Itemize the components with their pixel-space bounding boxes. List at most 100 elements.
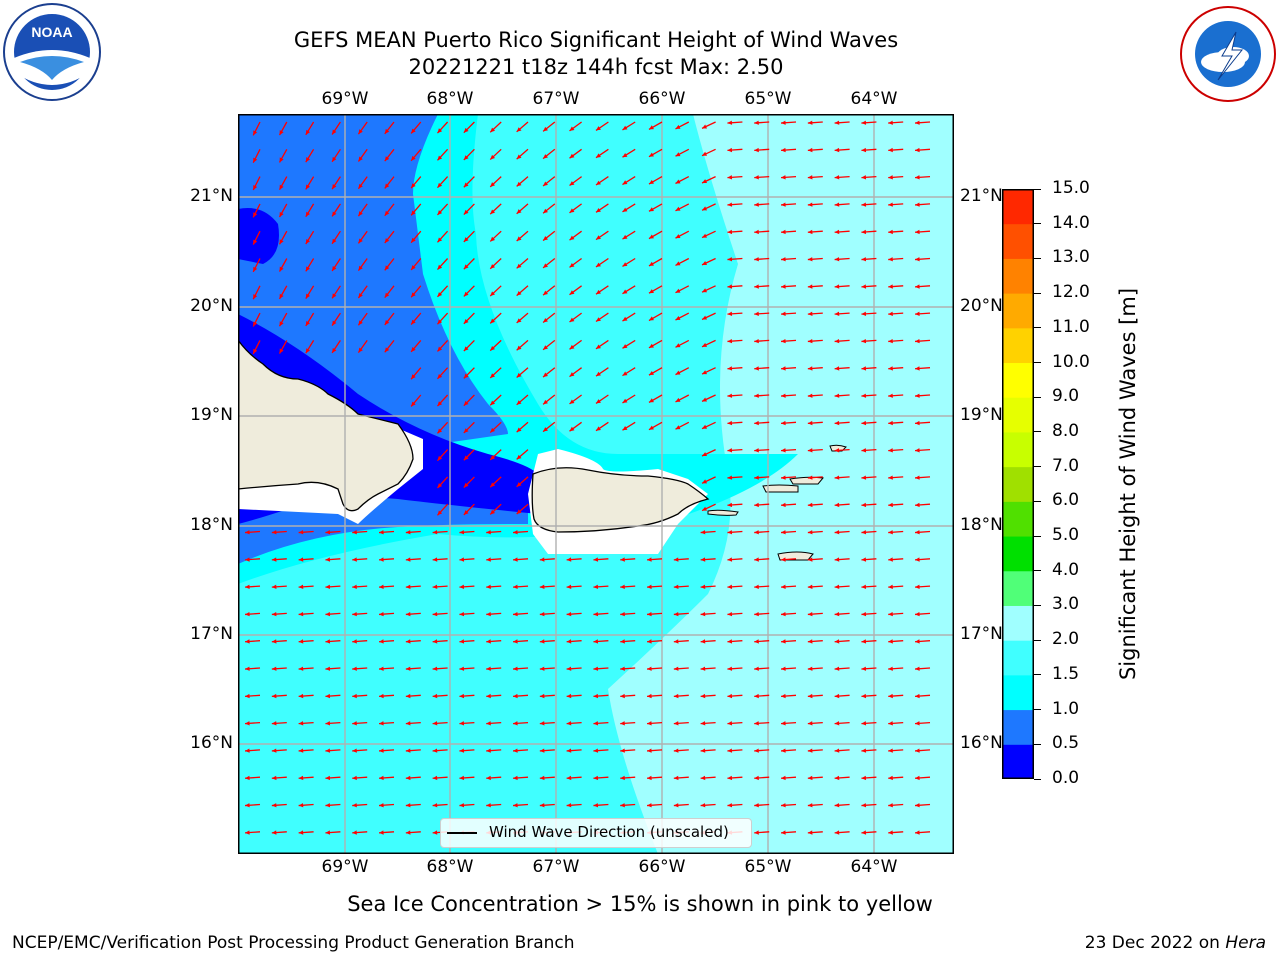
wave-direction-arrowhead xyxy=(245,775,250,781)
colorbar-segment xyxy=(1002,223,1034,259)
wave-direction-arrowhead xyxy=(861,666,867,671)
wave-direction-arrowhead xyxy=(702,288,708,293)
wave-direction-arrowhead xyxy=(861,639,867,644)
wave-direction-arrowhead xyxy=(405,611,411,617)
wave-direction-arrowhead xyxy=(411,347,416,352)
wave-direction-arrowhead xyxy=(834,502,840,508)
wave-direction-arrowhead xyxy=(271,721,277,726)
wave-direction-arrowhead xyxy=(463,237,469,242)
colorbar-tick-mark xyxy=(1034,257,1041,259)
wave-direction-arrowhead xyxy=(781,803,786,808)
wave-direction-arrowhead xyxy=(702,179,708,184)
wave-direction-arrowhead xyxy=(569,235,575,241)
wave-direction-arrowhead xyxy=(702,124,708,129)
lat-label-right: 19°N xyxy=(960,405,1003,425)
wave-direction-arrowhead xyxy=(411,183,416,189)
wave-direction-arrowhead xyxy=(781,448,786,453)
noaa-text: NOAA xyxy=(31,24,72,40)
wave-direction-arrowhead xyxy=(490,127,496,133)
wave-direction-arrowhead xyxy=(325,803,331,808)
wave-direction-arrowhead xyxy=(490,400,496,406)
wave-direction-arrowhead xyxy=(781,530,786,535)
wave-direction-arrowhead xyxy=(566,666,572,671)
wave-direction-arrowhead xyxy=(754,284,759,289)
wave-direction-arrowhead xyxy=(379,748,384,753)
colorbar-tick-label: 9.0 xyxy=(1052,386,1080,407)
wave-direction-arrowhead xyxy=(593,748,599,753)
wave-direction-arrowhead xyxy=(702,424,708,429)
wave-direction-arrowhead xyxy=(648,371,654,376)
colorbar-tick-mark xyxy=(1034,570,1041,572)
wave-direction-arrowhead xyxy=(754,748,759,753)
chart-title: GEFS MEAN Puerto Rico Significant Height… xyxy=(293,28,899,52)
wave-direction-arrowhead xyxy=(253,130,258,136)
wave-direction-arrowhead xyxy=(298,530,304,535)
wave-direction-arrowhead xyxy=(539,775,545,781)
wave-direction-arrowhead xyxy=(516,236,522,242)
wave-direction-arrowhead xyxy=(834,530,840,535)
wave-direction-arrowhead xyxy=(648,398,654,403)
wave-direction-arrowhead xyxy=(622,398,628,403)
wave-direction-arrowhead xyxy=(915,611,920,617)
wave-direction-arrowhead xyxy=(490,154,496,160)
wave-direction-arrowhead xyxy=(298,693,304,699)
wave-direction-arrowhead xyxy=(700,530,706,535)
wave-direction-arrowhead xyxy=(727,284,733,289)
wave-direction-arrowhead xyxy=(352,557,357,562)
wave-direction-arrowhead xyxy=(539,721,545,726)
wave-direction-arrowhead xyxy=(245,530,250,535)
wave-direction-arrowhead xyxy=(411,155,416,161)
wave-direction-arrowhead xyxy=(543,345,548,350)
wave-direction-arrowhead xyxy=(861,611,867,617)
wave-direction-arrowhead xyxy=(915,338,920,344)
wave-direction-arrowhead xyxy=(595,426,601,431)
wave-direction-arrowhead xyxy=(516,291,522,296)
wave-direction-arrowhead xyxy=(861,202,867,207)
wave-direction-arrowhead xyxy=(432,803,438,808)
wave-direction-arrowhead xyxy=(543,208,548,214)
wave-direction-arrowhead xyxy=(352,721,357,726)
wave-direction-arrowhead xyxy=(593,721,599,726)
colorbar-segment xyxy=(1002,536,1034,572)
wave-direction-arrowhead xyxy=(807,475,813,480)
wave-direction-arrowhead xyxy=(648,425,654,430)
wave-direction-arrowhead xyxy=(298,748,304,753)
wave-direction-arrowhead xyxy=(305,320,311,326)
wave-direction-arrowhead xyxy=(358,293,363,298)
wave-direction-arrowhead xyxy=(543,317,548,323)
wave-direction-arrowhead xyxy=(702,315,708,320)
wave-direction-arrowhead xyxy=(673,803,679,808)
wave-direction-arrowhead xyxy=(807,257,813,262)
colorbar-tick-label: 4.0 xyxy=(1052,559,1080,580)
wave-direction-arrowhead xyxy=(384,183,390,189)
colorbar-tick-mark xyxy=(1034,362,1041,364)
wave-direction-arrowhead xyxy=(727,557,733,562)
colorbar-tick-mark xyxy=(1034,292,1041,294)
gridlines xyxy=(238,114,954,854)
wave-direction-arrowhead xyxy=(781,393,786,398)
wave-direction-arrowhead xyxy=(379,557,384,562)
wave-direction-arrowhead xyxy=(754,530,759,535)
colorbar-segment xyxy=(1002,293,1034,329)
wave-direction-arrowhead xyxy=(432,557,438,562)
legend-label: Wind Wave Direction (unscaled) xyxy=(489,823,729,841)
wave-direction-arrowhead xyxy=(463,510,469,515)
wave-direction-arrowhead xyxy=(486,611,491,617)
wave-direction-arrowhead xyxy=(834,147,840,153)
footer-date-text: 23 Dec 2022 on xyxy=(1084,933,1226,953)
colorbar-tick-mark xyxy=(1034,604,1041,606)
colorbar-tick-mark xyxy=(1034,188,1041,190)
wave-direction-arrowhead xyxy=(861,530,867,535)
wave-direction-arrowhead xyxy=(379,666,384,671)
wave-direction-arrowhead xyxy=(271,803,277,808)
wave-direction-arrowhead xyxy=(305,129,311,135)
wave-direction-arrowhead xyxy=(279,130,284,136)
colorbar-tick-label: 3.0 xyxy=(1052,594,1080,615)
wave-direction-arrowhead xyxy=(490,236,496,242)
wave-direction-arrowhead xyxy=(271,693,277,699)
wave-direction-arrowhead xyxy=(754,257,759,262)
land-hispaniola xyxy=(238,338,414,512)
wave-direction-arrowhead xyxy=(516,372,522,378)
wave-direction-arrowhead xyxy=(700,611,706,617)
wave-direction-arrowhead xyxy=(253,266,258,272)
